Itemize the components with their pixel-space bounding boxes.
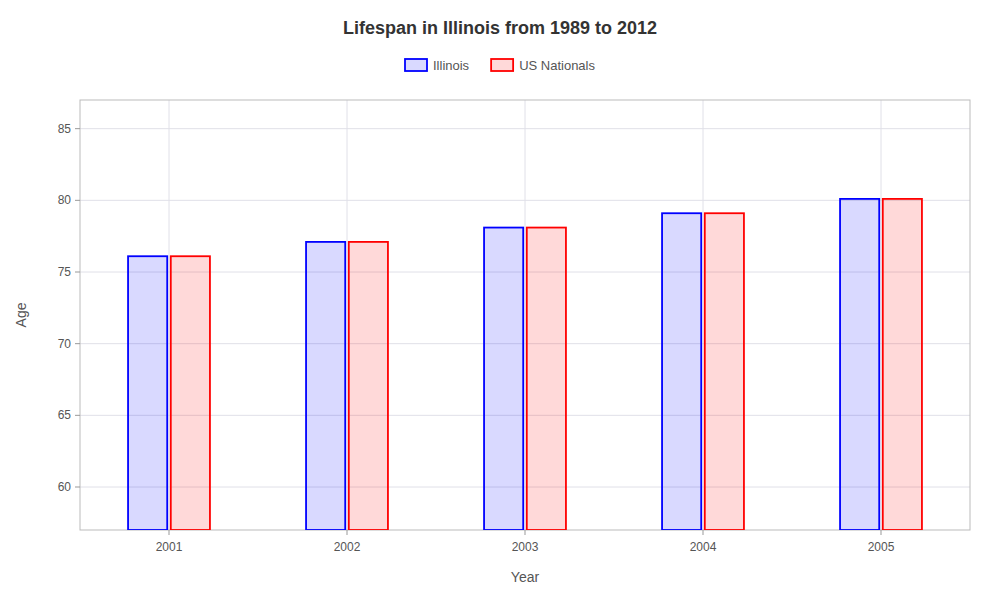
tick-label-y: 80 xyxy=(58,193,72,207)
legend-item: US Nationals xyxy=(491,58,595,73)
legend-label: Illinois xyxy=(433,58,470,73)
tick-x xyxy=(525,530,526,535)
chart-container: 60 65 70 75 80 85 2001 2002 2003 2004 2005 Year Age L… xyxy=(0,0,1000,600)
bar xyxy=(306,242,345,530)
axes: 60 65 70 75 80 85 2001 2002 2003 2004 2005 xyxy=(58,122,895,554)
tick-y xyxy=(75,128,80,129)
x-axis-label: Year xyxy=(511,569,540,585)
tick-label-x: 2004 xyxy=(690,540,717,554)
tick-label-y: 65 xyxy=(58,408,72,422)
bar xyxy=(527,228,566,530)
grid-line-x xyxy=(881,100,882,530)
grid xyxy=(80,100,970,530)
tick-x xyxy=(703,530,704,535)
tick-x xyxy=(169,530,170,535)
legend-swatch xyxy=(405,59,427,71)
tick-x xyxy=(347,530,348,535)
plot-frame xyxy=(80,100,970,530)
legend: Illinois US Nationals xyxy=(405,58,595,73)
tick-y xyxy=(75,487,80,488)
title: Lifespan in Illinois from 1989 to 2012 xyxy=(343,18,657,38)
bar xyxy=(883,199,922,530)
bar xyxy=(171,256,210,530)
chart: 60 65 70 75 80 85 2001 2002 2003 2004 2005 Year Age L… xyxy=(0,0,1000,600)
tick-label-y: 60 xyxy=(58,480,72,494)
tick-y xyxy=(75,343,80,344)
tick-y xyxy=(75,200,80,201)
legend-item: Illinois xyxy=(405,58,470,73)
tick-label-x: 2005 xyxy=(868,540,895,554)
tick-y xyxy=(75,415,80,416)
bar xyxy=(662,213,701,530)
tick-x xyxy=(881,530,882,535)
tick-label-y: 70 xyxy=(58,337,72,351)
bar xyxy=(349,242,388,530)
grid-line-x xyxy=(703,100,704,530)
grid-line-x xyxy=(169,100,170,530)
tick-y xyxy=(75,272,80,273)
tick-label-y: 75 xyxy=(58,265,72,279)
tick-label-x: 2001 xyxy=(156,540,183,554)
bar xyxy=(705,213,744,530)
legend-label: US Nationals xyxy=(519,58,595,73)
bar xyxy=(128,256,167,530)
tick-label-x: 2003 xyxy=(512,540,539,554)
bar xyxy=(840,199,879,530)
legend-swatch xyxy=(491,59,513,71)
tick-label-y: 85 xyxy=(58,122,72,136)
y-axis-label: Age xyxy=(13,302,29,327)
tick-label-x: 2002 xyxy=(334,540,361,554)
bar xyxy=(484,228,523,530)
bars xyxy=(128,199,922,530)
grid-line-x xyxy=(525,100,526,530)
grid-line-x xyxy=(347,100,348,530)
